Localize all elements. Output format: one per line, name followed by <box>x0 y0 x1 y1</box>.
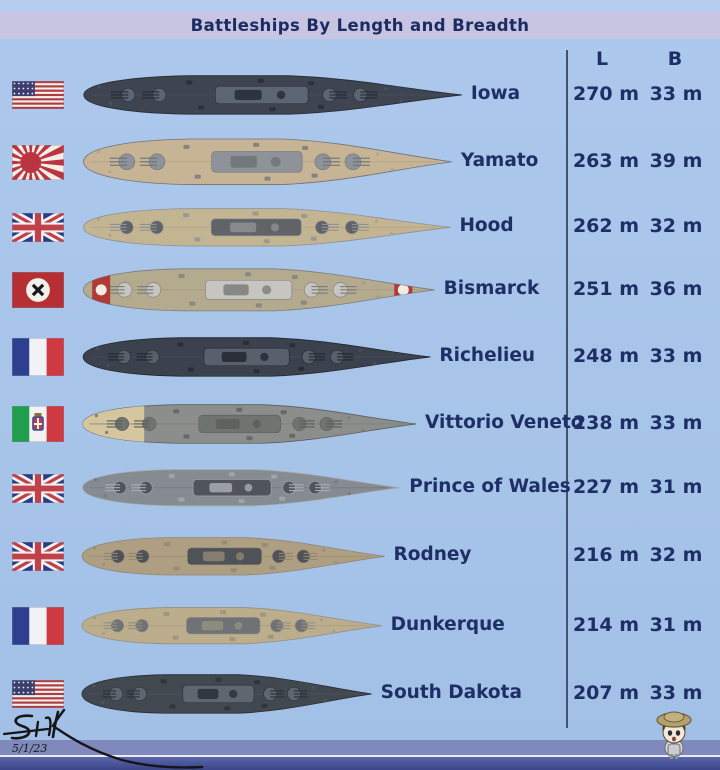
breadth-value: 39 m <box>649 150 703 172</box>
ship-top-view <box>75 73 464 121</box>
ship-name: Dunkerque <box>390 614 505 635</box>
breadth-value: 32 m <box>649 215 703 237</box>
ship-top-view <box>75 136 454 192</box>
ship-name: Rodney <box>393 544 472 565</box>
title-band: Battleships By Length and Breadth <box>0 12 720 39</box>
footer-band <box>0 740 720 755</box>
breadth-value: 32 m <box>649 544 703 566</box>
flag-usa-icon <box>12 680 65 712</box>
flag-uk-icon <box>9 208 67 246</box>
ship-name: Iowa <box>470 83 521 104</box>
length-value: 248 m <box>572 345 640 367</box>
breadth-value: 33 m <box>649 83 703 105</box>
page-title: Battleships By Length and Breadth <box>190 16 530 35</box>
ship-top-view <box>75 266 437 318</box>
breadth-value: 33 m <box>649 345 703 367</box>
ship-top-view <box>75 535 387 582</box>
flag-japan-icon <box>12 144 65 184</box>
ship-name: Prince of Wales <box>409 476 571 497</box>
length-value: 207 m <box>572 682 640 704</box>
ship-name: Bismarck <box>443 278 540 299</box>
breadth-value: 31 m <box>649 476 703 498</box>
length-value: 270 m <box>572 83 640 105</box>
flag-germany-icon <box>12 272 65 312</box>
flag-italy-icon <box>12 406 65 446</box>
ship-top-view <box>75 206 453 253</box>
breadth-value: 33 m <box>649 412 703 434</box>
top-strip <box>0 0 720 12</box>
breadth-value: 36 m <box>649 278 703 300</box>
length-column-header: L <box>595 48 609 70</box>
artist-signature: 5/1/23 <box>2 708 204 769</box>
breadth-value: 31 m <box>649 614 703 636</box>
ship-name: Yamato <box>460 150 539 171</box>
ship-top-view <box>75 467 403 513</box>
ship-name: Vittorio Veneto <box>425 412 584 433</box>
ship-top-view <box>75 402 419 450</box>
length-value: 238 m <box>572 412 640 434</box>
ship-top-view <box>75 605 384 651</box>
flag-uk-icon <box>9 469 67 507</box>
ship-name: South Dakota <box>380 682 522 703</box>
signature-date-text: 5/1/23 <box>12 742 47 755</box>
length-value: 263 m <box>572 150 640 172</box>
length-value: 227 m <box>572 476 640 498</box>
length-value: 251 m <box>572 278 640 300</box>
footer-highlight-line <box>0 755 720 757</box>
flag-usa-icon <box>12 81 65 113</box>
breadth-value: 33 m <box>649 682 703 704</box>
flag-france-icon <box>12 338 65 380</box>
ship-name: Richelieu <box>439 345 536 366</box>
chibi-sailor-mascot-icon <box>656 711 692 759</box>
breadth-column-header: B <box>667 48 683 70</box>
table-divider-line <box>566 50 568 728</box>
ship-name: Hood <box>459 215 514 236</box>
length-value: 216 m <box>572 544 640 566</box>
length-value: 214 m <box>572 614 640 636</box>
length-value: 262 m <box>572 215 640 237</box>
ship-top-view <box>75 672 374 720</box>
ship-top-view <box>75 335 433 383</box>
flag-uk-icon <box>9 537 67 575</box>
flag-france-icon <box>12 607 65 649</box>
